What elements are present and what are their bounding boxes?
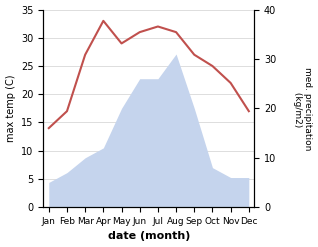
Y-axis label: med. precipitation
 (kg/m2): med. precipitation (kg/m2): [293, 67, 313, 150]
Y-axis label: max temp (C): max temp (C): [5, 75, 16, 142]
X-axis label: date (month): date (month): [107, 231, 190, 242]
